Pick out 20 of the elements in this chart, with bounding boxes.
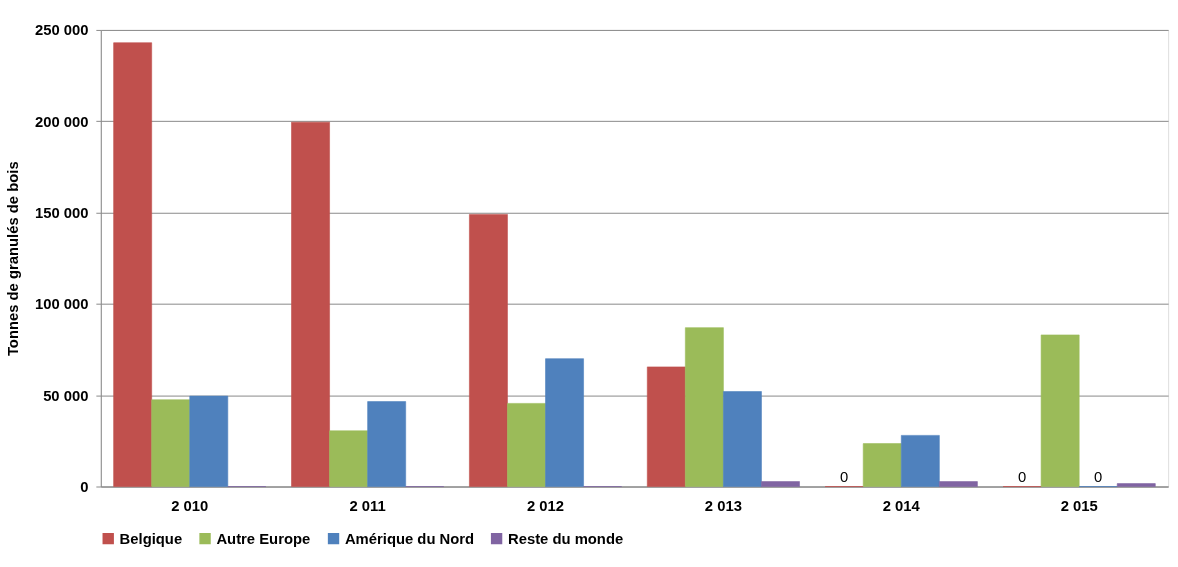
legend-label: Belgique	[119, 530, 183, 547]
x-tick-label: 2 015	[1060, 497, 1098, 514]
y-tick-label: 50 000	[43, 387, 89, 404]
legend-label: Autre Europe	[216, 530, 311, 547]
y-tick-label: 100 000	[34, 296, 89, 313]
x-tick-label: 2 011	[349, 497, 386, 514]
x-tick-label: 2 013	[704, 497, 742, 514]
data-label: 0	[1094, 468, 1103, 485]
data-label: 0	[1017, 468, 1027, 485]
y-axis-title: Tonnes de granulés de bois	[5, 161, 22, 357]
legend-label: Amérique du Nord	[344, 530, 475, 547]
legend-label: Reste du monde	[507, 530, 624, 547]
x-tick-label: 2 014	[882, 497, 921, 514]
data-label: 0	[840, 468, 849, 485]
y-tick-label: 200 000	[34, 113, 89, 130]
x-tick-label: 2 010	[171, 497, 209, 514]
x-tick-label: 2 012	[526, 497, 565, 514]
y-tick-label: 0	[80, 478, 89, 495]
y-tick-label: 250 000	[34, 22, 89, 39]
y-tick-label: 150 000	[34, 205, 89, 222]
